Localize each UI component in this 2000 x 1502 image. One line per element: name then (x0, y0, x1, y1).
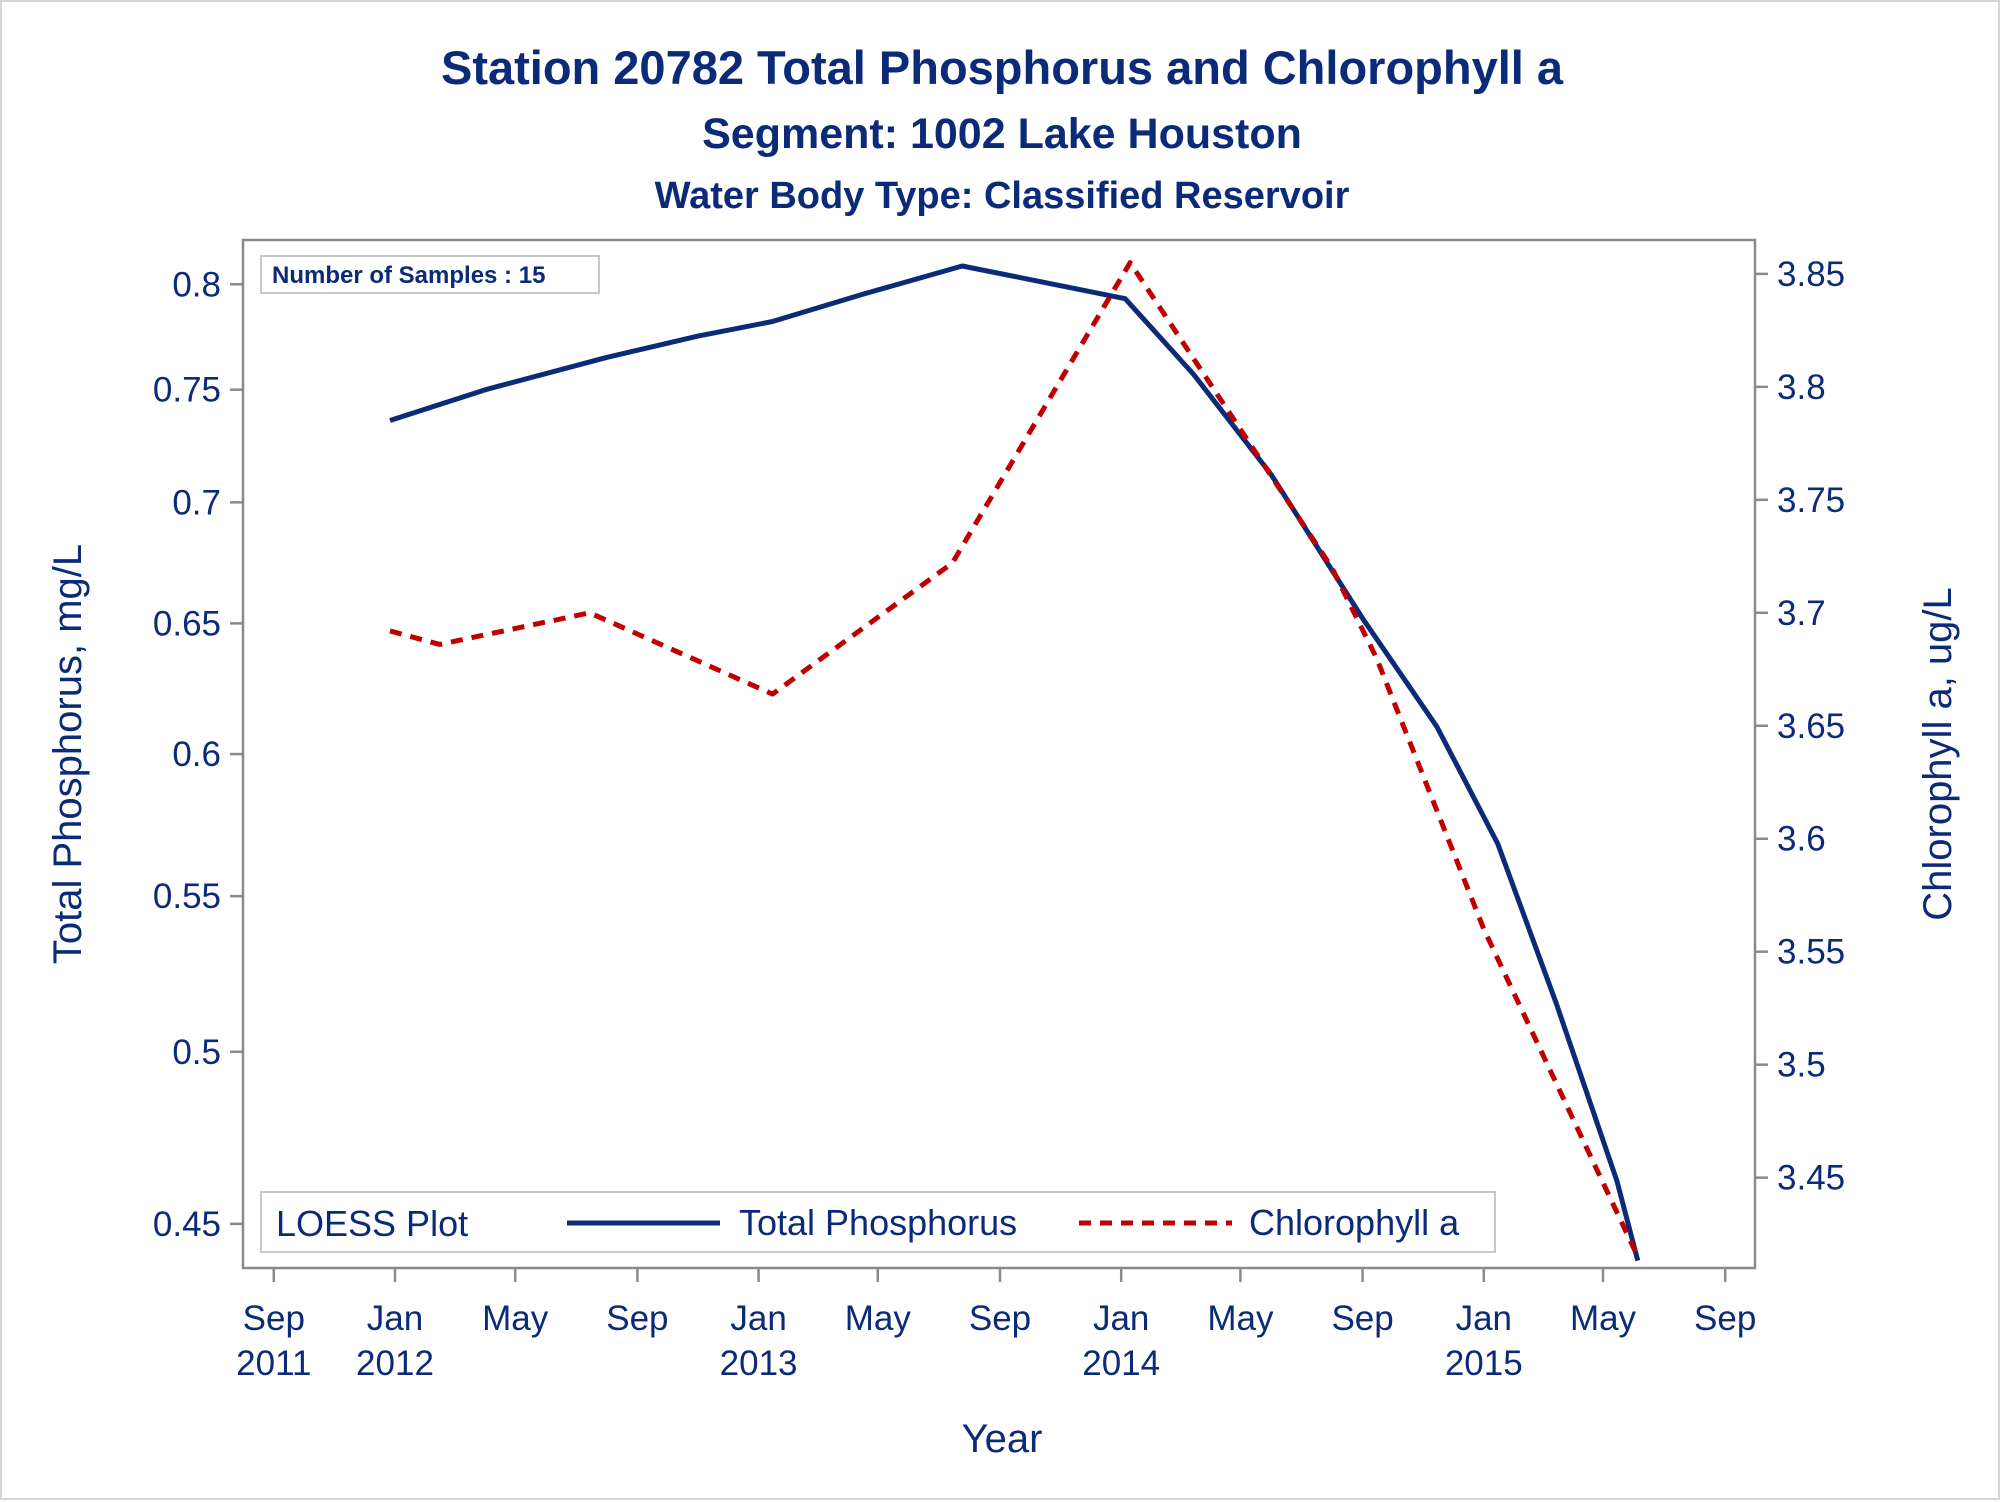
left-tick-label: 0.8 (172, 265, 221, 304)
left-tick-label: 0.6 (172, 735, 221, 774)
x-tick-year-label: 2012 (356, 1344, 434, 1383)
series-layer (389, 260, 1641, 1262)
chart-title: Station 20782 Total Phosphorus and Chlor… (441, 41, 1564, 94)
right-tick-label: 3.85 (1777, 255, 1845, 294)
x-axis: Sep 2011 Jan 2012 May Sep Jan 2013 May Sep Jan 2014… (236, 1268, 1756, 1383)
x-tick-year-label: 2015 (1445, 1344, 1523, 1383)
chart-subtitle: Segment: 1002 Lake Houston (702, 110, 1302, 158)
right-tick-label: 3.8 (1777, 368, 1826, 407)
x-tick-label: May (482, 1299, 549, 1338)
right-tick-label: 3.55 (1777, 933, 1845, 972)
x-tick-label: Sep (969, 1299, 1031, 1338)
legend-label-chlorophyll-a: Chlorophyll a (1249, 1202, 1460, 1243)
right-tick-label: 3.75 (1777, 481, 1845, 520)
x-tick-label: Jan (730, 1299, 786, 1338)
x-tick-label: Sep (1331, 1299, 1393, 1338)
sample-count-box (260, 255, 600, 294)
right-tick-label: 3.45 (1777, 1159, 1845, 1198)
x-tick-label: Jan (367, 1299, 423, 1338)
right-tick-label: 3.6 (1777, 820, 1826, 859)
left-tick-label: 0.55 (153, 877, 221, 916)
x-tick-year-label: 2011 (236, 1344, 311, 1383)
left-tick-label: 0.65 (153, 604, 221, 643)
left-tick-label: 0.45 (153, 1205, 221, 1244)
right-tick-label: 3.5 (1777, 1046, 1826, 1085)
x-tick-label: Sep (1694, 1299, 1756, 1338)
left-tick-label: 0.7 (172, 483, 221, 522)
series-line-total-phosphorus (389, 263, 1641, 1262)
legend-label-total-phosphorus: Total Phosphorus (739, 1202, 1017, 1243)
left-tick-label: 0.75 (153, 371, 221, 410)
sample-count-label: Number of Samples : 15 (272, 262, 545, 289)
x-tick-label: Sep (243, 1299, 305, 1338)
right-axis: 3.45 3.5 3.55 3.6 3.65 3.7 3.75 3.8 3.85 (1755, 255, 1845, 1198)
x-axis-label: Year (962, 1417, 1043, 1461)
legend-title: LOESS Plot (276, 1203, 468, 1244)
y-axis-label-left: Total Phosphorus, mg/L (46, 544, 90, 964)
x-tick-label: Jan (1093, 1299, 1149, 1338)
series-line-chlorophyll-a (389, 260, 1641, 1258)
sample-count-inset: Number of Samples : 15 (260, 255, 600, 294)
right-tick-label: 3.7 (1777, 594, 1826, 633)
x-tick-year-label: 2013 (720, 1344, 798, 1383)
left-tick-label: 0.5 (172, 1033, 221, 1072)
right-tick-label: 3.65 (1777, 707, 1845, 746)
legend: LOESS Plot Total Phosphorus Chlorophyll … (260, 1191, 1496, 1253)
chart-subtitle-2: Water Body Type: Classified Reservoir (655, 175, 1350, 217)
x-tick-year-label: 2014 (1082, 1344, 1160, 1383)
x-tick-label: Jan (1456, 1299, 1512, 1338)
left-axis: 0.45 0.5 0.55 0.6 0.65 0.7 0.75 0.8 (153, 265, 243, 1244)
x-tick-label: May (1207, 1299, 1274, 1338)
legend-box (260, 1191, 1496, 1253)
x-tick-label: May (1570, 1299, 1637, 1338)
y-axis-label-right: Chlorophyll a, ug/L (1916, 587, 1960, 921)
x-tick-label: Sep (606, 1299, 668, 1338)
x-tick-label: May (845, 1299, 912, 1338)
